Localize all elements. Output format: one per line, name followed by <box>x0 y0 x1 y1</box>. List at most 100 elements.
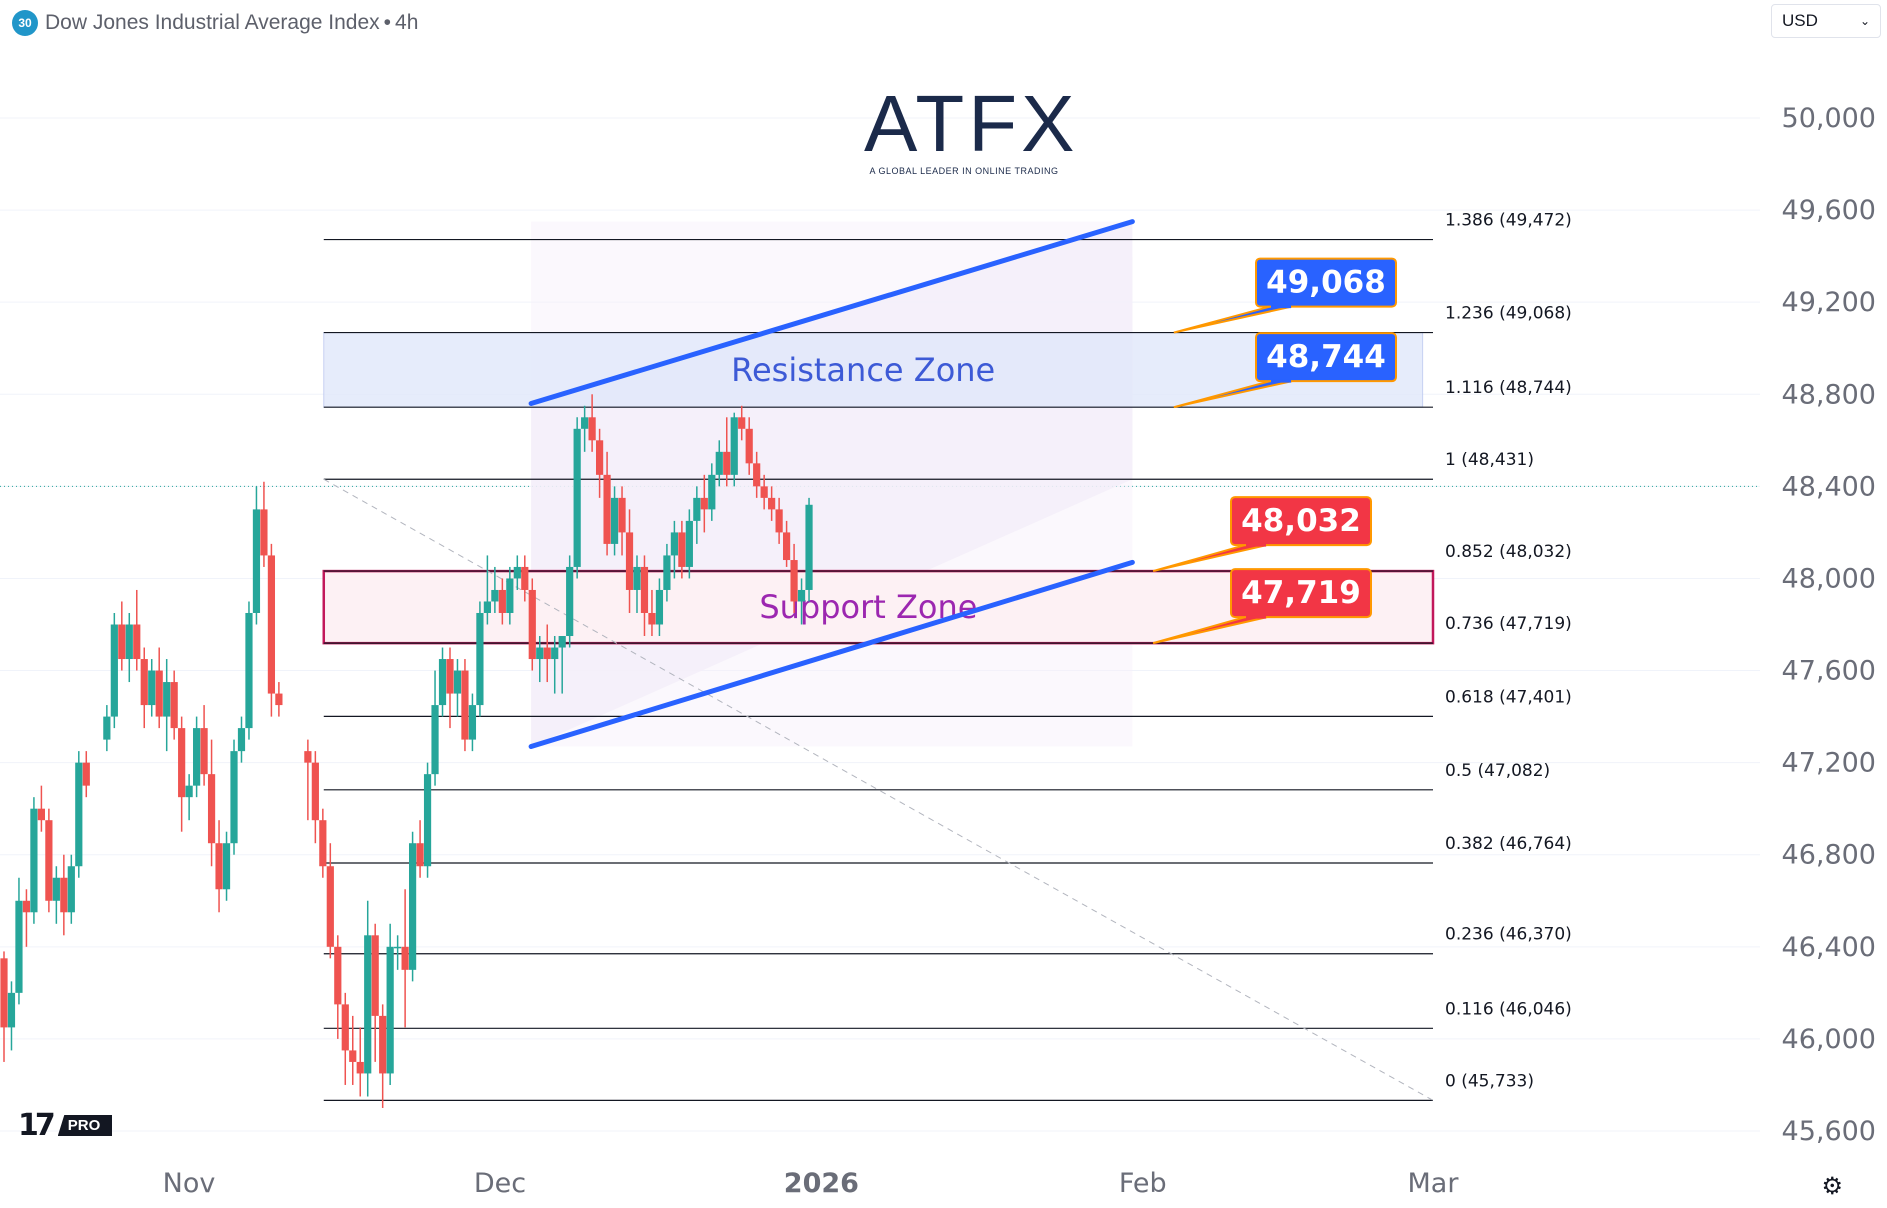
fib-level-label: 0.618 (47,401) <box>1445 687 1572 707</box>
x-tick-label: Dec <box>474 1168 526 1199</box>
y-tick-label: 46,400 <box>1782 932 1876 963</box>
candle-body <box>163 682 171 717</box>
candle-body <box>178 728 186 798</box>
candle-body <box>82 762 90 786</box>
candle-body <box>260 509 268 556</box>
candle-body <box>723 451 731 475</box>
callout-label: 48,032 <box>1241 503 1361 539</box>
candle-body <box>551 647 559 660</box>
candle-body <box>760 486 768 498</box>
candle-body <box>663 555 671 590</box>
ascending-channel <box>528 219 1135 750</box>
fib-level-label: 0.382 (46,764) <box>1445 834 1572 854</box>
candle-body <box>408 843 417 970</box>
callout-box <box>1255 257 1397 308</box>
candle-body <box>140 659 148 706</box>
logo-word: ATFX <box>864 79 1079 168</box>
fib-level-label: 0 (45,733) <box>1445 1071 1534 1091</box>
candle-body <box>715 451 723 475</box>
candle-body <box>237 728 246 752</box>
candle-body <box>15 900 23 993</box>
candle-body <box>118 624 126 660</box>
candle-body <box>438 659 447 706</box>
fib-level-label: 1.236 (49,068) <box>1445 304 1572 324</box>
symbol-header[interactable]: 30 Dow Jones Industrial Average Index • … <box>12 8 418 38</box>
channel-shade <box>531 221 1133 747</box>
candle-body <box>506 578 514 613</box>
candle-body <box>207 774 216 844</box>
candle-body <box>379 1015 387 1074</box>
candle-body <box>222 843 231 890</box>
candle-body <box>185 785 193 798</box>
candle-body <box>364 935 372 1074</box>
candle-body <box>60 877 68 913</box>
candle-body <box>775 509 783 533</box>
candle-body <box>595 440 604 475</box>
candle-body <box>52 877 60 901</box>
callout-box <box>1255 332 1397 383</box>
x-tick-label: Feb <box>1119 1168 1167 1199</box>
candle-body <box>678 532 686 567</box>
time-axis[interactable]: Nov Dec 2026 Feb Mar <box>163 1168 1460 1199</box>
candle-body <box>45 820 53 901</box>
candle-body <box>670 532 678 556</box>
channel-upper-line <box>528 219 1135 406</box>
callout-pointer <box>1173 305 1293 334</box>
candle-body <box>423 774 432 867</box>
callout-label: 47,719 <box>1241 575 1361 611</box>
currency-select[interactable]: USD ⌄ <box>1771 4 1881 38</box>
candle-body <box>341 1004 349 1051</box>
candle-body <box>319 820 327 867</box>
candle-body <box>453 670 462 694</box>
candle-body <box>693 497 701 521</box>
candle-body <box>730 417 738 475</box>
y-tick-label: 49,200 <box>1782 287 1876 318</box>
candle-body <box>566 566 574 637</box>
candle-body <box>745 428 753 464</box>
channel-shade-box <box>531 221 1133 747</box>
fib-level-label: 1.386 (49,472) <box>1445 211 1572 231</box>
price-callouts: 49,068 48,744 48,032 47,719 <box>1152 257 1397 645</box>
candle-body <box>461 670 469 740</box>
candle-body <box>521 566 529 590</box>
gear-icon[interactable]: ⚙ <box>1821 1173 1843 1200</box>
candle-body <box>416 843 424 867</box>
candle-body <box>633 566 641 590</box>
callout-pointer <box>1152 544 1268 573</box>
symbol-badge: 30 <box>12 10 38 36</box>
candle-body <box>558 636 566 648</box>
callout-box <box>1230 496 1372 547</box>
candle-body <box>588 417 596 441</box>
tv-pro-badge: PRO <box>57 1115 113 1136</box>
candle-body <box>148 670 156 706</box>
candle-body <box>768 497 776 510</box>
candle-body <box>155 670 163 717</box>
candle-body <box>349 1050 357 1062</box>
x-tick-label: Mar <box>1408 1168 1460 1199</box>
candle-body <box>401 946 409 970</box>
candle-body <box>0 958 8 1028</box>
currency-value: USD <box>1782 11 1818 30</box>
price-axis[interactable]: 50,000 49,600 49,200 48,800 48,400 48,000 47,6… <box>1782 103 1876 1147</box>
candle-body <box>37 808 45 821</box>
candle-body <box>75 762 83 867</box>
candle-body <box>356 1061 364 1074</box>
candle-body <box>491 589 499 602</box>
candle-body <box>625 532 634 590</box>
candle-body <box>431 705 439 775</box>
candle-body <box>685 520 693 567</box>
candle-body <box>275 693 283 706</box>
fib-level-label: 1 (48,431) <box>1445 450 1534 470</box>
channel-lower-line <box>528 559 1135 750</box>
candle-body <box>790 560 798 602</box>
candle-body <box>103 716 111 740</box>
candle-body <box>334 946 342 1005</box>
y-tick-label: 50,000 <box>1782 103 1876 134</box>
fib-level-label: 0.116 (46,046) <box>1445 999 1572 1019</box>
candle-body <box>394 946 402 949</box>
candle-body <box>170 682 178 729</box>
logo-tagline: A GLOBAL LEADER IN ONLINE TRADING <box>869 166 1059 176</box>
y-tick-label: 48,400 <box>1782 471 1876 502</box>
fib-level-label: 0.236 (46,370) <box>1445 925 1572 945</box>
